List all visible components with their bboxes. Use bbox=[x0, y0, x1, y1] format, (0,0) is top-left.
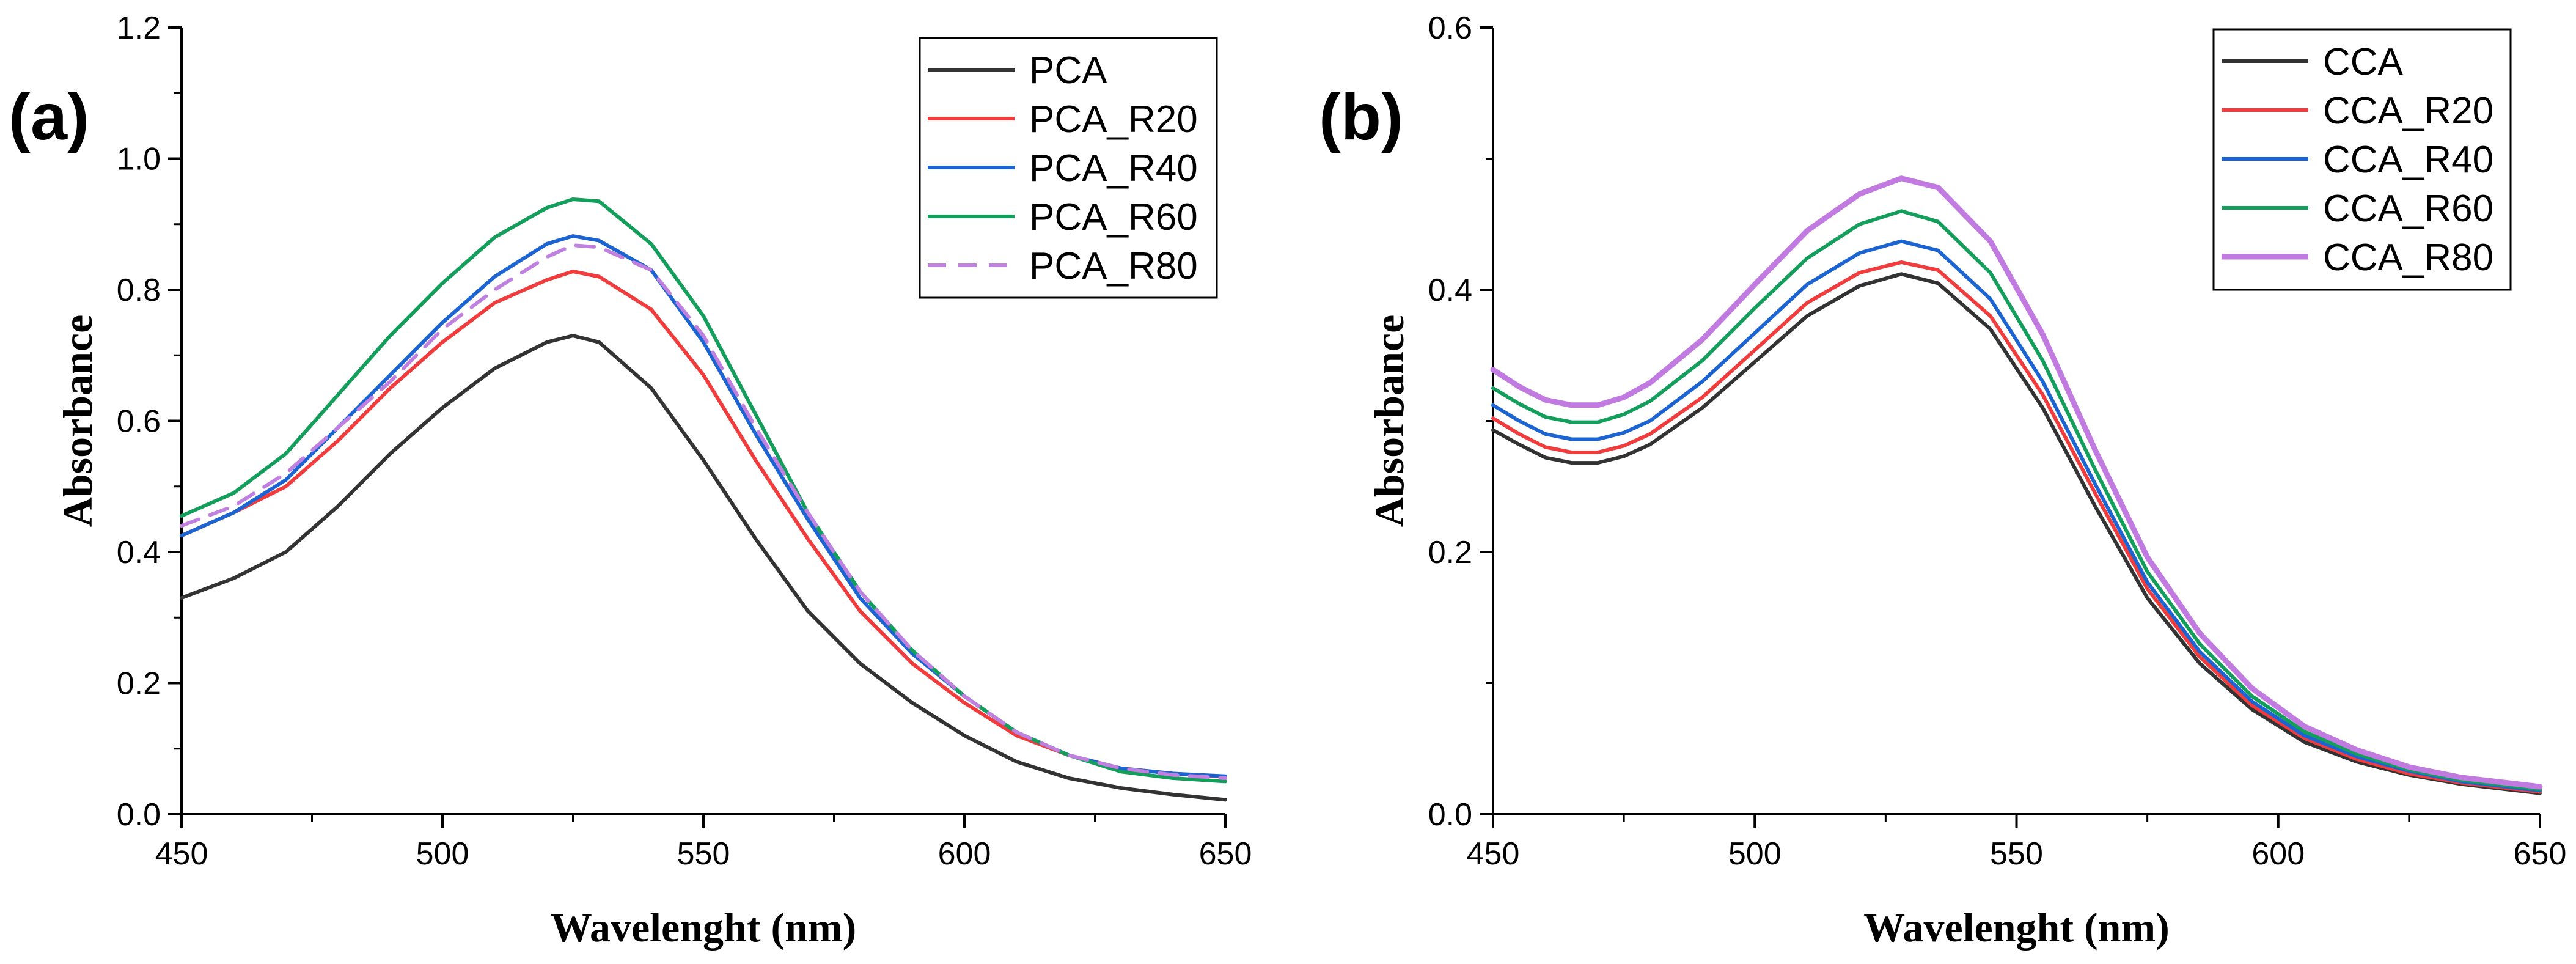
x-tick-label: 500 bbox=[1728, 836, 1782, 872]
x-axis-title: Wavelenght (nm) bbox=[1863, 904, 2170, 951]
legend-label: PCA_R40 bbox=[1029, 147, 1198, 189]
x-tick-label: 450 bbox=[155, 836, 208, 872]
x-tick-label: 450 bbox=[1467, 836, 1520, 872]
series-line-cca-r40 bbox=[1491, 239, 2542, 793]
y-tick-label: 0.8 bbox=[117, 273, 161, 308]
x-tick-label: 600 bbox=[2251, 836, 2305, 872]
x-tick-label: 650 bbox=[2514, 836, 2567, 872]
legend-label: PCA_R20 bbox=[1029, 98, 1198, 141]
x-tick-label: 600 bbox=[938, 836, 991, 872]
legend-label: CCA_R80 bbox=[2323, 237, 2493, 279]
y-axis-title: Absorbance bbox=[54, 315, 101, 528]
y-tick-label: 1.0 bbox=[117, 142, 161, 177]
x-axis-title: Wavelenght (nm) bbox=[551, 904, 857, 951]
y-tick-label: 0.2 bbox=[117, 666, 161, 702]
legend-label: CCA_R60 bbox=[2323, 188, 2493, 230]
x-tick-label: 550 bbox=[1990, 836, 2043, 872]
y-tick-label: 0.6 bbox=[117, 404, 161, 440]
x-tick-label: 550 bbox=[677, 836, 730, 872]
panel-a: 450 500 550 600 650 0.0 0.2 0.4 0.6 0.8 1.0 1.2 Wave… bbox=[9, 10, 1252, 951]
legend-label: CCA bbox=[2323, 41, 2404, 83]
y-tick-label: 0.0 bbox=[1428, 797, 1472, 833]
x-tick-label: 500 bbox=[416, 836, 469, 872]
legend-label: PCA_R80 bbox=[1029, 245, 1198, 287]
series-line-pca-r80 bbox=[180, 243, 1227, 780]
y-tick-label: 0.0 bbox=[117, 797, 161, 833]
series-line-pca-r20 bbox=[180, 270, 1227, 779]
y-tick-label: 0.2 bbox=[1428, 535, 1472, 570]
series-line-cca bbox=[1491, 272, 2542, 795]
legend-label: PCA_R60 bbox=[1029, 196, 1198, 238]
series-line-pca bbox=[180, 334, 1227, 802]
legend-label: CCA_R20 bbox=[2323, 90, 2493, 132]
y-tick-label: 0.6 bbox=[1428, 10, 1472, 46]
y-axis-title: Absorbance bbox=[1366, 315, 1412, 528]
y-tick-label: 0.4 bbox=[1428, 273, 1472, 308]
panel-b: 450 500 550 600 650 0.0 0.2 0.4 0.6 Wavelenght (n… bbox=[1319, 10, 2566, 951]
legend-label: PCA bbox=[1029, 50, 1107, 92]
y-tick-label: 0.4 bbox=[117, 535, 161, 570]
x-tick-label: 650 bbox=[1199, 836, 1252, 872]
series-line-cca-r80 bbox=[1490, 175, 2543, 790]
panel-label: (a) bbox=[9, 79, 89, 153]
series-line-cca-r20 bbox=[1491, 260, 2542, 794]
legend-label: CCA_R40 bbox=[2323, 139, 2493, 181]
panel-label: (b) bbox=[1319, 79, 1403, 153]
series-line-cca-r60 bbox=[1491, 209, 2542, 792]
y-tick-label: 1.2 bbox=[117, 10, 161, 46]
